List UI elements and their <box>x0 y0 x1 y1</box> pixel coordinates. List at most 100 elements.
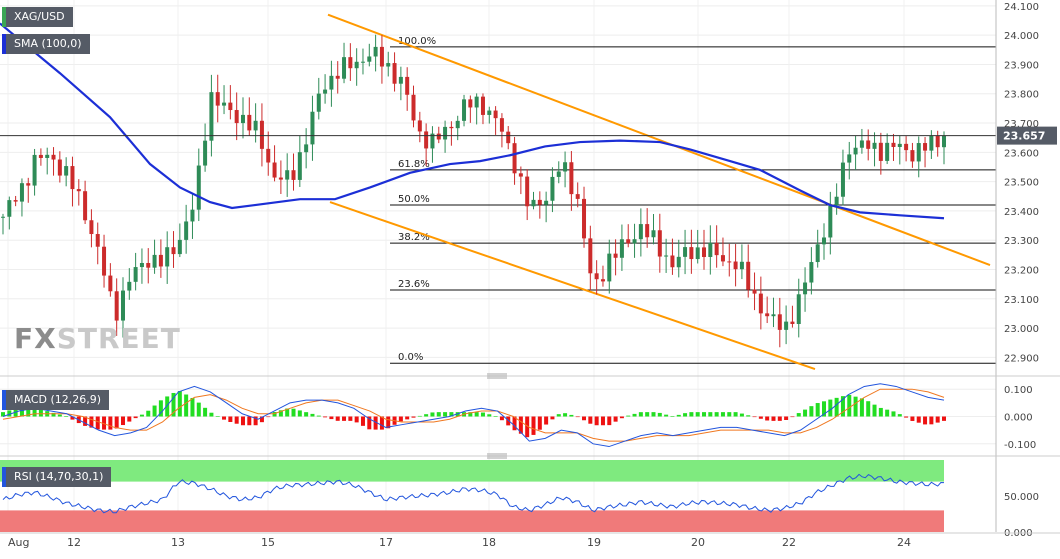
candle-body <box>266 148 271 163</box>
macd-histogram-bar <box>329 416 334 420</box>
macd-histogram-bar <box>354 416 359 423</box>
macd-histogram-bar <box>38 409 43 417</box>
macd-histogram-bar <box>840 396 845 417</box>
macd-histogram-bar <box>165 396 170 417</box>
macd-histogram-bar <box>777 416 782 421</box>
candle-body <box>569 162 574 195</box>
macd-histogram-bar <box>859 398 864 417</box>
macd-indicator-label[interactable]: MACD (12,26,9) <box>2 390 110 410</box>
candle-body <box>45 154 50 158</box>
macd-histogram-bar <box>752 416 757 418</box>
sma-indicator-label[interactable]: SMA (100,0) <box>2 34 90 54</box>
price-tick-label: 23.600 <box>1004 148 1039 159</box>
macd-histogram-bar <box>607 416 612 426</box>
macd-histogram-bar <box>64 416 69 417</box>
candle-body <box>847 154 852 163</box>
candle-body <box>222 102 227 106</box>
macd-histogram-bar <box>803 409 808 417</box>
macd-histogram-bar <box>822 401 827 417</box>
candle-body <box>733 261 738 270</box>
candle-body <box>203 140 208 166</box>
time-tick-label: 24 <box>897 536 911 549</box>
price-tick-label: 23.700 <box>1004 119 1039 130</box>
macd-histogram-bar <box>531 416 536 435</box>
macd-histogram-bar <box>102 416 107 430</box>
candle-body <box>57 159 62 176</box>
macd-histogram-bar <box>152 405 157 417</box>
macd-histogram-bar <box>177 391 182 417</box>
macd-histogram-bar <box>923 416 928 425</box>
channel-upper-line <box>327 13 991 267</box>
candle-body <box>487 110 492 115</box>
candle-body <box>32 154 37 186</box>
last-price-value: 23.657 <box>1003 130 1045 143</box>
candle-body <box>253 120 258 131</box>
channel-lower-line <box>329 201 816 371</box>
candle-body <box>7 200 12 217</box>
macd-histogram-bar <box>139 414 144 417</box>
candle-body <box>392 63 397 84</box>
candle-body <box>177 239 182 255</box>
candle-body <box>525 176 530 207</box>
candle-body <box>398 76 403 84</box>
macd-histogram-bar <box>316 415 321 417</box>
macd-histogram-bar <box>19 407 24 417</box>
macd-tick-label: 0.000 <box>1004 413 1033 424</box>
candle-body <box>683 247 688 257</box>
price-tick-label: 23.300 <box>1004 236 1039 247</box>
macd-histogram-bar <box>323 416 328 418</box>
candle-body <box>645 224 650 238</box>
time-tick-label: 15 <box>261 536 275 549</box>
price-tick-label: 23.400 <box>1004 207 1039 218</box>
price-tick-label: 23.900 <box>1004 60 1039 71</box>
macd-histogram-bar <box>342 416 347 421</box>
sma-line <box>0 22 945 220</box>
candle-body <box>803 282 808 295</box>
time-tick-label: Aug <box>8 536 29 549</box>
macd-histogram-bar <box>613 416 618 422</box>
macd-tick-label: 0.100 <box>1004 385 1033 396</box>
macd-histogram-bar <box>443 412 448 417</box>
candle-body <box>405 76 410 95</box>
candle-body <box>146 262 151 268</box>
candle-body <box>342 57 347 79</box>
candle-body <box>531 199 536 207</box>
candle-body <box>904 143 909 151</box>
macd-histogram-bar <box>480 412 485 417</box>
candle-body <box>158 254 163 267</box>
candle-body <box>184 221 189 240</box>
macd-histogram-bar <box>518 416 523 434</box>
candle-body <box>916 143 921 162</box>
candle-body <box>544 200 549 205</box>
rsi-indicator-label[interactable]: RSI (14,70,30,1) <box>2 467 112 487</box>
rsi-line <box>2 473 945 514</box>
macd-histogram-bar <box>815 403 820 417</box>
macd-tick-label: -0.100 <box>1004 440 1036 451</box>
price-axis: 24.100 24.000 23.900 23.800 23.700 23.600 23.5… <box>1004 2 1039 364</box>
macd-histogram-bar <box>796 413 801 417</box>
macd-histogram-bar <box>935 416 940 423</box>
candle-body <box>771 314 776 317</box>
candle-body <box>152 254 157 268</box>
candle-body <box>727 261 732 263</box>
candle-body <box>417 120 422 132</box>
candle-body <box>480 96 485 115</box>
sma-100-line <box>0 22 945 220</box>
macd-histogram-bar <box>83 416 88 426</box>
macd-histogram-bar <box>904 416 909 418</box>
candles <box>1 34 946 348</box>
candle-body <box>1 216 5 218</box>
macd-histogram-bar <box>133 416 138 419</box>
candle-body <box>285 170 290 180</box>
candle-body <box>297 152 302 180</box>
fxstreet-logo: FXSTREET <box>14 322 181 355</box>
fib-level-label: 50.0% <box>398 194 430 205</box>
candle-body <box>215 92 220 106</box>
symbol-label[interactable]: XAG/USD <box>2 7 73 27</box>
time-tick-label: 19 <box>587 536 601 549</box>
time-tick-label: 22 <box>782 536 796 549</box>
macd-histogram-bar <box>215 416 220 417</box>
macd-histogram-bar <box>240 416 245 426</box>
macd-histogram-bar <box>379 416 384 430</box>
macd-histogram-bar <box>373 416 378 430</box>
